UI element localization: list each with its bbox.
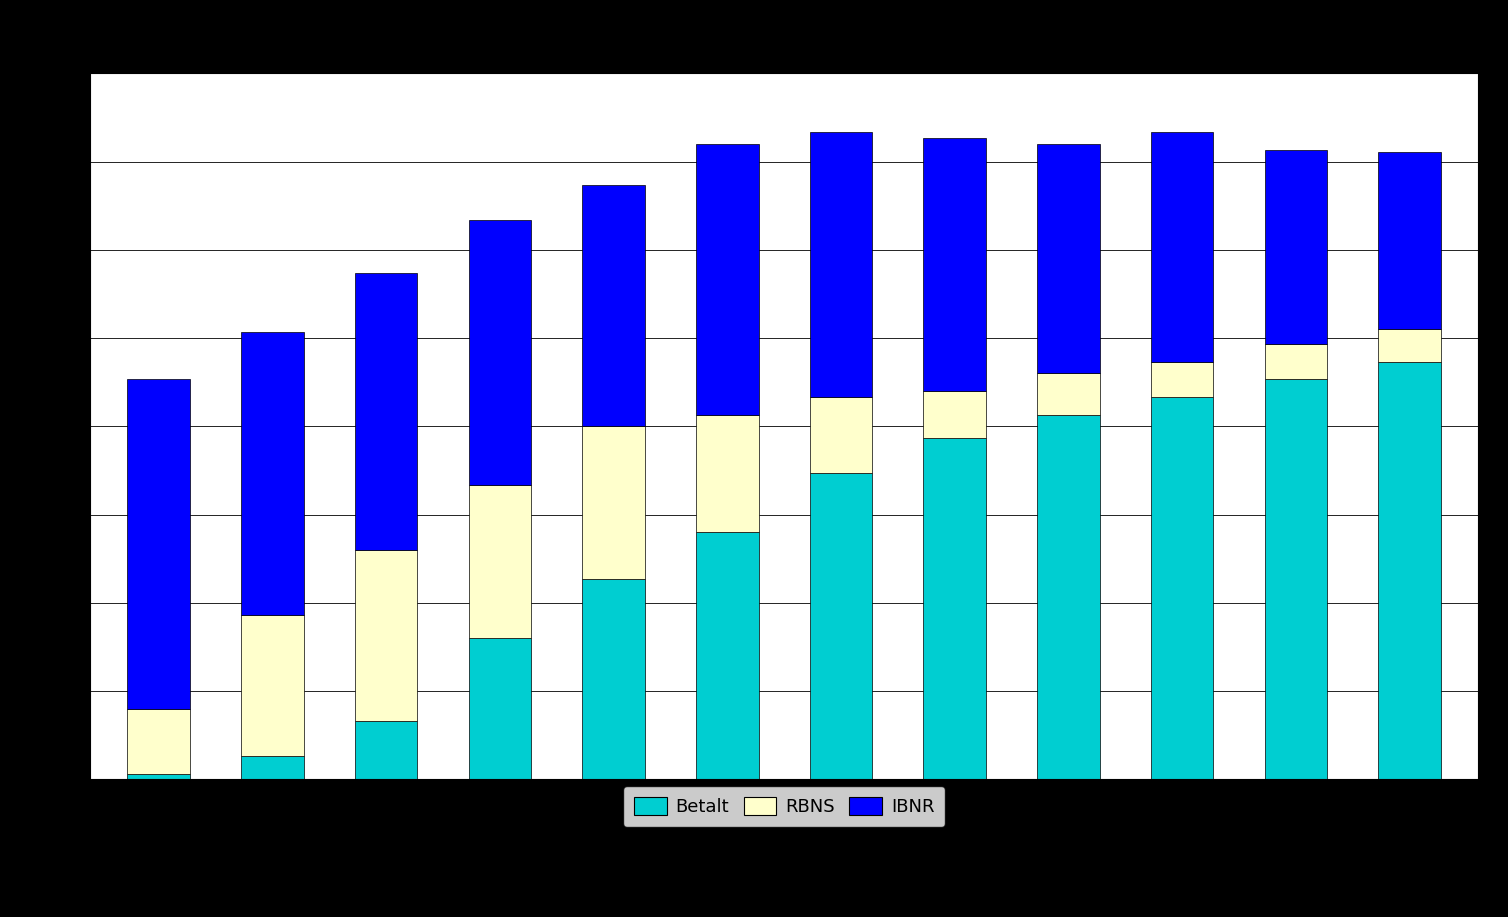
Bar (1265, 344, 1327, 380)
Bar (469, 638, 531, 779)
Bar (923, 438, 986, 779)
Bar (582, 185, 645, 426)
Bar (1038, 373, 1099, 414)
Bar (810, 473, 872, 779)
Bar (354, 721, 418, 779)
Bar (469, 485, 531, 638)
Bar (1151, 397, 1214, 779)
Bar (697, 532, 759, 779)
Bar (1378, 328, 1440, 361)
Bar (241, 332, 303, 614)
Bar (1038, 144, 1099, 373)
Bar (1265, 380, 1327, 779)
Bar (1038, 414, 1099, 779)
Bar (469, 220, 531, 485)
Bar (128, 380, 190, 709)
Bar (1378, 152, 1440, 328)
Bar (354, 550, 418, 721)
Bar (241, 756, 303, 779)
Bar (128, 774, 190, 779)
Bar (1151, 361, 1214, 397)
Bar (697, 414, 759, 532)
Bar (241, 614, 303, 756)
Bar (582, 580, 645, 779)
Bar (582, 426, 645, 580)
Bar (923, 138, 986, 391)
Bar (1378, 361, 1440, 779)
Bar (697, 144, 759, 414)
Bar (128, 709, 190, 774)
Bar (810, 132, 872, 397)
Bar (923, 391, 986, 438)
Bar (354, 273, 418, 550)
Bar (1265, 149, 1327, 344)
Bar (1151, 132, 1214, 361)
Legend: Betalt, RBNS, IBNR: Betalt, RBNS, IBNR (623, 786, 946, 827)
Bar (810, 397, 872, 473)
